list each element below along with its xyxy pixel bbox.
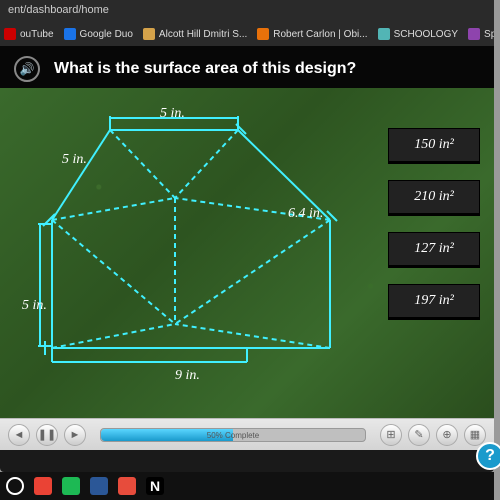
url-bar[interactable]: ent/dashboard/home — [0, 0, 494, 22]
search-icon[interactable] — [6, 477, 24, 495]
stage: 5 in. 5 in. 6.4 in. 5 in. 9 in. 150 in² 210 i… — [0, 88, 494, 418]
geometry-figure: 5 in. 5 in. 6.4 in. 5 in. 9 in. — [20, 98, 350, 398]
speaker-icon[interactable]: 🔊 — [14, 56, 40, 82]
bookmark-label: SplashLearn Sign — [484, 29, 494, 40]
bookmark-label: Robert Carlon | Obi... — [273, 29, 367, 40]
favicon — [468, 28, 480, 40]
favicon — [257, 28, 269, 40]
tool2-button[interactable]: ✎ — [408, 424, 430, 446]
favicon — [143, 28, 155, 40]
app-icon[interactable] — [90, 477, 108, 495]
forward-button[interactable]: ► — [64, 424, 86, 446]
player-bar: ◄ ❚❚ ► 50% Complete ⊞ ✎ ⊕ ▦ — [0, 418, 494, 450]
progress-track[interactable]: 50% Complete — [100, 428, 366, 442]
store-icon[interactable] — [118, 477, 136, 495]
bookmark-label: SCHOOLOGY — [394, 29, 458, 40]
tool1-button[interactable]: ⊞ — [380, 424, 402, 446]
tool3-button[interactable]: ⊕ — [436, 424, 458, 446]
bookmark-item[interactable]: Google Duo — [64, 28, 133, 40]
answer-option[interactable]: 127 in² — [388, 232, 480, 266]
dimension-label: 5 in. — [62, 152, 87, 168]
bookmark-label: Alcott Hill Dmitri S... — [159, 29, 247, 40]
dimension-label: 5 in. — [160, 106, 185, 122]
question-text: What is the surface area of this design? — [54, 60, 356, 78]
bookmark-item[interactable]: Robert Carlon | Obi... — [257, 28, 367, 40]
bookmark-item[interactable]: ouTube — [4, 28, 54, 40]
question-header: 🔊 What is the surface area of this desig… — [0, 46, 494, 88]
bookmark-label: ouTube — [20, 29, 54, 40]
progress-label: 50% Complete — [101, 431, 365, 440]
dimension-label: 9 in. — [175, 368, 200, 384]
favicon — [64, 28, 76, 40]
bookmark-label: Google Duo — [80, 29, 133, 40]
bookmark-item[interactable]: SplashLearn Sign — [468, 28, 494, 40]
chrome-icon[interactable] — [34, 477, 52, 495]
bookmark-item[interactable]: Alcott Hill Dmitri S... — [143, 28, 247, 40]
pause-button[interactable]: ❚❚ — [36, 424, 58, 446]
netflix-icon[interactable]: N — [146, 477, 164, 495]
answer-option[interactable]: 150 in² — [388, 128, 480, 162]
bookmark-bar: ouTube Google Duo Alcott Hill Dmitri S... R… — [0, 22, 494, 46]
back-button[interactable]: ◄ — [8, 424, 30, 446]
help-button[interactable]: ? — [476, 442, 500, 470]
calculator-button[interactable]: ▦ — [464, 424, 486, 446]
spotify-icon[interactable] — [62, 477, 80, 495]
favicon — [378, 28, 390, 40]
bookmark-item[interactable]: SCHOOLOGY — [378, 28, 458, 40]
answer-option[interactable]: 197 in² — [388, 284, 480, 318]
answer-option[interactable]: 210 in² — [388, 180, 480, 214]
favicon — [4, 28, 16, 40]
taskbar: N — [0, 472, 494, 500]
dimension-label: 5 in. — [22, 298, 47, 314]
dimension-label: 6.4 in. — [288, 206, 323, 222]
